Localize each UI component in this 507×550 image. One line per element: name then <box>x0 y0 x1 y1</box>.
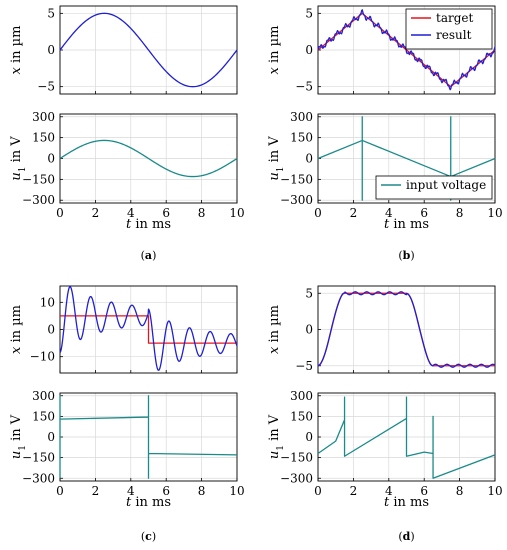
panel-c-voltage-ytick-label: 0 <box>47 430 55 444</box>
panel-b-voltage-xtick-label: 10 <box>487 206 502 220</box>
panel-b-voltage-ytick-label: −300 <box>280 193 313 207</box>
panel-c-position-ylabel: x in µm <box>9 305 24 354</box>
panel-b-voltage-ytick-label: 300 <box>290 110 313 124</box>
panel-c-voltage-xtick-label: 4 <box>127 484 135 498</box>
panel-c-voltage-xtick-label: 2 <box>92 484 100 498</box>
panel-c-position-ytick-label: 10 <box>40 295 55 309</box>
panel-a-voltage-ylabel: u1 in V <box>9 136 28 181</box>
panel-d-voltage-xtick-label: 6 <box>420 484 428 498</box>
panel-c: 10 0 −10 x in µm 0 2 4 6 8 10 300 150 0 −150 −300 u1 in… <box>9 285 245 543</box>
panel-b-voltage-ytick-label: −150 <box>280 172 313 186</box>
panel-d-voltage-xtick-label: 0 <box>314 484 322 498</box>
panel-a-voltage-series-0-line <box>59 139 238 178</box>
panel-c-voltage-ytick-label: −150 <box>22 451 55 465</box>
panel-b-position-legend-label: result <box>436 28 472 42</box>
panel-c-voltage-xtick-label: 0 <box>56 484 64 498</box>
panel-a-voltage-ytick-label: −300 <box>22 193 55 207</box>
panel-c-voltage-xtick-label: 8 <box>198 484 206 498</box>
panel-d-position-ytick-label: 0 <box>305 323 313 337</box>
panel-b-position-series-result-line <box>317 9 496 91</box>
panel-a-voltage-xtick-label: 2 <box>92 206 100 220</box>
panel-b-voltage-xtick-label: 2 <box>350 206 358 220</box>
panel-a: 5 0 −5 x in µm 0 2 4 6 8 10 300 150 0 −150 −300 u1 in V… <box>9 5 245 262</box>
panel-c-voltage-series-0-line <box>59 395 238 479</box>
panel-c-voltage-ylabel: u1 in V <box>9 414 28 459</box>
panel-b: 5 0 −5 x in µm target result 0 2 4 6 8 10 300 150 0 −15… <box>267 5 503 262</box>
panel-b-xlabel: t in ms <box>384 217 429 232</box>
panel-d-voltage-ytick-label: 0 <box>305 430 313 444</box>
panel-d-position-series-1-line <box>317 291 496 368</box>
panel-b-position-legend <box>405 8 493 50</box>
panel-c-voltage-ytick-label: −300 <box>22 471 55 485</box>
panel-a-voltage-xtick-label: 8 <box>198 206 206 220</box>
panel-a-voltage-xtick-label: 10 <box>229 206 244 220</box>
panel-b-voltage-xtick-label: 0 <box>314 206 322 220</box>
panel-b-position-ytick-label: −5 <box>295 80 313 94</box>
panel-c-position-ytick-label: 0 <box>47 323 55 337</box>
panel-a-caption: (a) <box>141 249 157 262</box>
panel-b-voltage-xtick-label: 8 <box>456 206 464 220</box>
panel-b-position-legend-label: target <box>436 11 473 25</box>
panel-a-voltage-xtick-label: 4 <box>127 206 135 220</box>
panel-d-voltage-ytick-label: 150 <box>290 409 313 423</box>
panel-b-position-ytick-label: 5 <box>305 6 313 20</box>
panel-b-voltage-ytick-label: 150 <box>290 131 313 145</box>
panel-a-voltage-xtick-label: 0 <box>56 206 64 220</box>
panel-d-xlabel: t in ms <box>384 495 429 510</box>
panel-c-voltage-xtick-label: 6 <box>162 484 170 498</box>
panel-b-position-ylabel: x in µm <box>267 26 282 75</box>
panel-a-voltage-ytick-label: −150 <box>22 172 55 186</box>
panel-d-position-ylabel: x in µm <box>267 305 282 354</box>
panel-c-xlabel: t in ms <box>126 495 171 510</box>
panel-a-position-ytick-label: 0 <box>47 43 55 57</box>
panel-a-position-ylabel: x in µm <box>9 26 24 75</box>
panel-d-voltage-ytick-label: −300 <box>280 471 313 485</box>
panel-d-caption: (d) <box>398 530 414 543</box>
panel-b-caption: (b) <box>398 249 414 262</box>
panel-a-position-ytick-label: 5 <box>47 6 55 20</box>
panel-a-voltage-ytick-label: 300 <box>32 110 55 124</box>
panel-d-voltage-ylabel: u1 in V <box>267 414 286 459</box>
panel-c-caption: (c) <box>141 530 156 543</box>
panel-c-voltage-ytick-label: 300 <box>32 389 55 403</box>
panel-a-position-series-0-line <box>59 12 238 88</box>
panel-d-voltage-ytick-label: 300 <box>290 389 313 403</box>
panel-d-voltage-xtick-label: 2 <box>350 484 358 498</box>
panel-b-voltage-ytick-label: 0 <box>305 152 313 166</box>
panel-b-position-ytick-label: 0 <box>305 43 313 57</box>
panel-a-xlabel: t in ms <box>126 217 171 232</box>
panel-d-voltage-xtick-label: 10 <box>487 484 502 498</box>
panel-d-voltage-series-0-line <box>317 396 496 479</box>
panel-b-voltage-xtick-label: 6 <box>420 206 428 220</box>
panel-b-voltage-legend-label: input voltage <box>406 178 486 192</box>
panel-a-voltage-ytick-label: 0 <box>47 152 55 166</box>
panel-d: 5 0 −5 x in µm 0 2 4 6 8 10 300 150 0 −150 −300 u1 in V… <box>267 285 503 543</box>
panel-b-voltage-legend <box>375 175 493 200</box>
panel-b-voltage-ylabel: u1 in V <box>267 136 286 181</box>
panel-b-voltage-xtick-label: 4 <box>385 206 393 220</box>
panel-c-position-series-0-line <box>60 315 237 344</box>
panel-d-voltage-xtick-label: 8 <box>456 484 464 498</box>
panel-d-position-ytick-label: 5 <box>305 286 313 300</box>
panel-c-position-ytick-label: −10 <box>30 350 55 364</box>
panel-d-voltage-ytick-label: −150 <box>280 451 313 465</box>
panel-a-voltage-ytick-label: 150 <box>32 131 55 145</box>
panel-d-voltage-xtick-label: 4 <box>385 484 393 498</box>
panel-c-position-series-1-line <box>59 286 238 371</box>
panel-a-position-ytick-label: −5 <box>37 80 55 94</box>
panel-c-voltage-xtick-label: 10 <box>229 484 244 498</box>
panel-a-voltage-xtick-label: 6 <box>162 206 170 220</box>
panel-c-voltage-ytick-label: 150 <box>32 409 55 423</box>
panel-d-position-ytick-label: −5 <box>295 359 313 373</box>
